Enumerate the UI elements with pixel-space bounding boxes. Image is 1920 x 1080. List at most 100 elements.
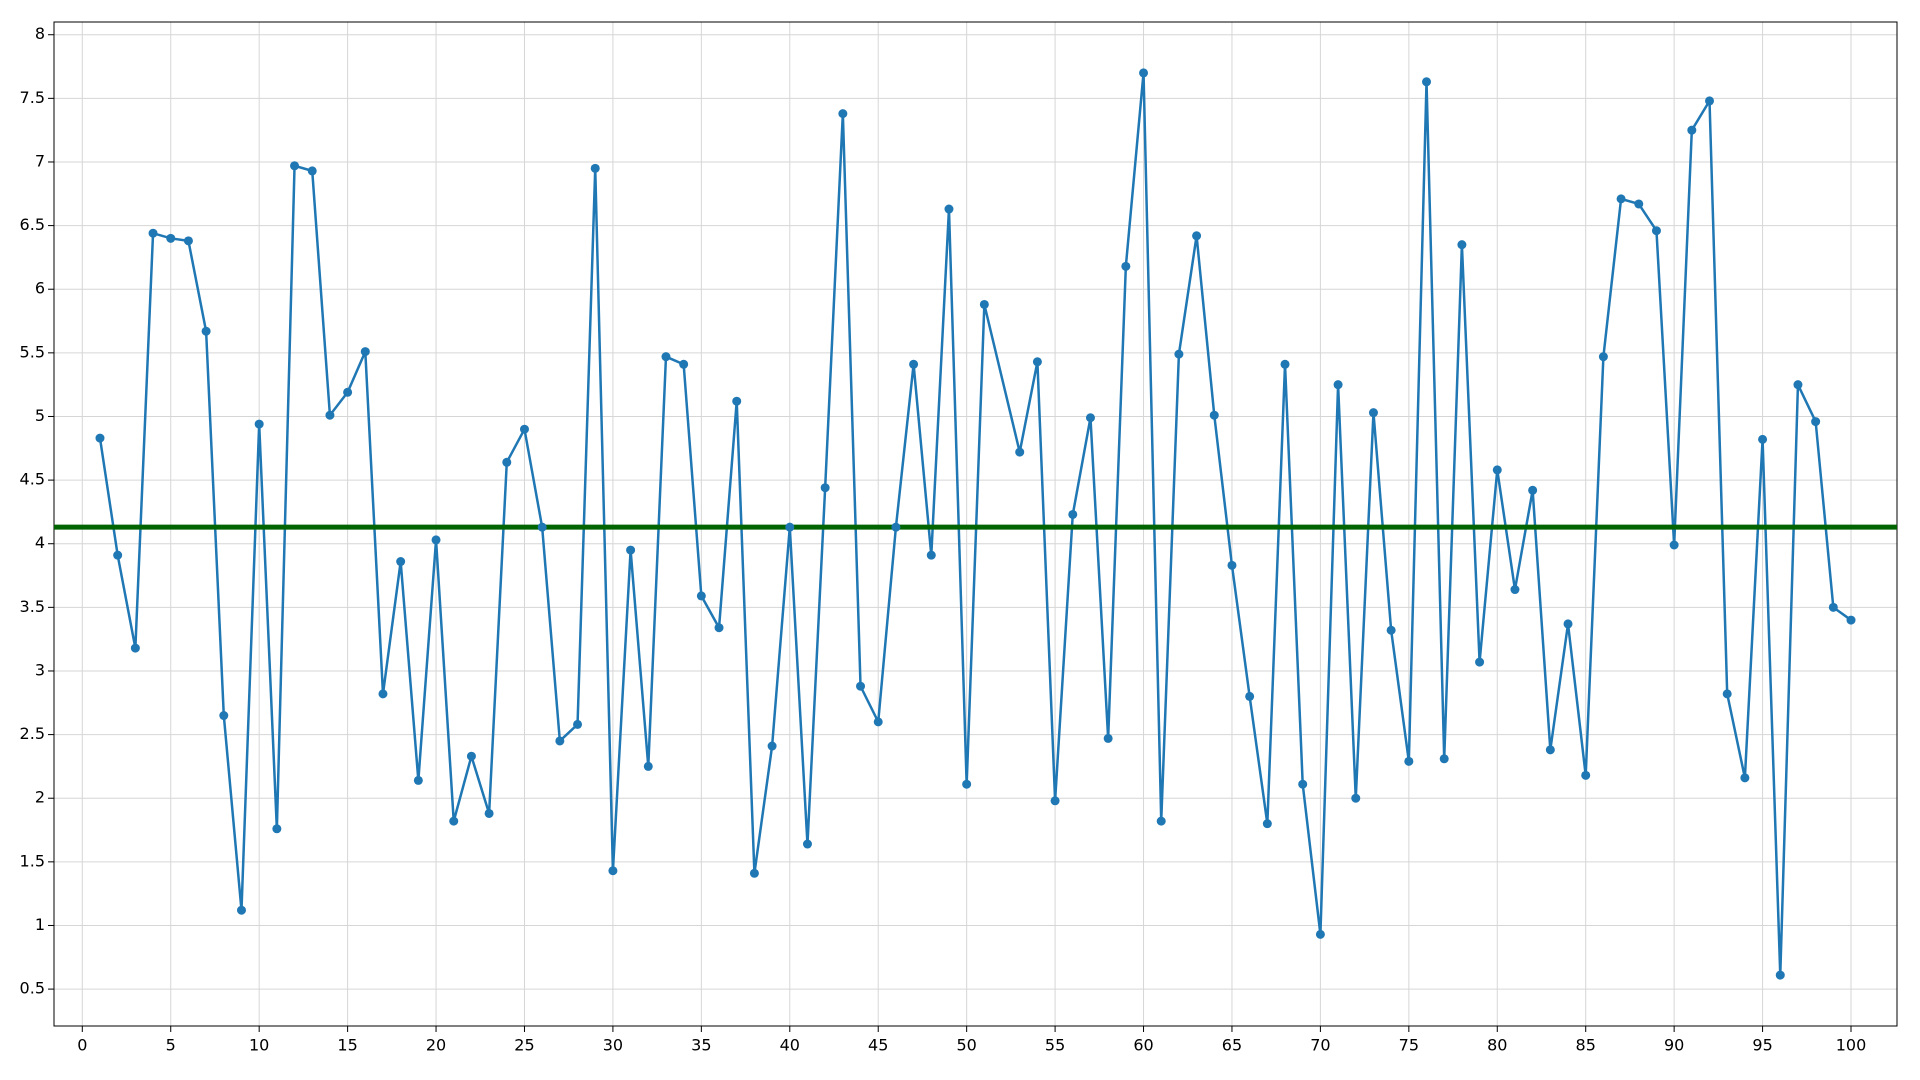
data-point [396,557,406,567]
data-point [1209,410,1219,420]
x-tick-label: 70 [1310,1036,1330,1055]
data-point [219,711,229,721]
data-point [166,233,176,243]
x-tick-label: 85 [1576,1036,1596,1055]
data-point [1298,779,1308,789]
data-point [519,424,529,434]
data-point [962,779,972,789]
data-point [1828,602,1838,612]
data-point [272,824,282,834]
data-point [590,163,600,173]
data-point [1386,625,1396,635]
data-point [802,839,812,849]
data-point [820,483,830,493]
y-tick-label: 1.5 [20,851,45,870]
data-point [696,591,706,601]
data-point [254,419,264,429]
x-tick-label: 100 [1836,1036,1867,1055]
y-tick-label: 3.5 [20,597,45,616]
data-point [714,623,724,633]
y-tick-label: 4 [35,533,45,552]
data-point [1758,434,1768,444]
data-point [1651,226,1661,236]
data-point [749,868,759,878]
data-point [626,545,636,555]
data-point [1669,540,1679,550]
data-point [1475,657,1485,667]
data-point [1333,380,1343,390]
data-point [236,905,246,915]
y-tick-label: 7 [35,151,45,170]
y-tick-label: 2 [35,788,45,807]
data-point [502,457,512,467]
data-point [891,522,901,532]
data-point [113,550,123,560]
data-point [1139,68,1149,78]
data-point [608,866,618,876]
data-point [1846,615,1856,625]
data-point [661,352,671,362]
x-tick-label: 60 [1133,1036,1153,1055]
data-point [307,166,317,176]
data-point [1192,231,1202,241]
data-point [926,550,936,560]
data-point [1492,465,1502,475]
data-point [1811,417,1821,427]
data-point [767,741,777,751]
data-point [1422,77,1432,87]
y-tick-label: 0.5 [20,979,45,998]
data-point [484,808,494,818]
x-tick-label: 55 [1045,1036,1065,1055]
x-tick-label: 30 [603,1036,623,1055]
data-point [466,751,476,761]
y-tick-label: 6 [35,279,45,298]
data-point [944,204,954,214]
plot-frame [53,21,1898,1027]
data-point [1315,929,1325,939]
data-point [343,387,353,397]
x-tick-label: 45 [868,1036,888,1055]
data-point [1510,585,1520,595]
data-point [1156,816,1166,826]
data-point [413,775,423,785]
data-point [1775,970,1785,980]
data-point [732,396,742,406]
y-tick-label: 2.5 [20,724,45,743]
data-point [1634,199,1644,209]
data-point [201,326,211,336]
data-point [290,161,300,171]
data-point [95,433,105,443]
data-point [1085,413,1095,423]
data-point [838,109,848,119]
data-point [1722,689,1732,699]
data-point [325,410,335,420]
data-point [449,816,459,826]
x-tick-label: 80 [1487,1036,1507,1055]
data-point [1280,359,1290,369]
data-point [1687,125,1697,135]
x-tick-label: 65 [1222,1036,1242,1055]
data-point [1245,691,1255,701]
data-point [873,717,883,727]
data-point [1793,380,1803,390]
data-point [148,228,158,238]
data-point [360,347,370,357]
data-point [378,689,388,699]
data-point [183,236,193,246]
data-point [537,522,547,532]
data-point [1581,770,1591,780]
data-point [1103,733,1113,743]
x-tick-label: 50 [956,1036,976,1055]
data-point [1740,773,1750,783]
data-point [1439,754,1449,764]
x-tick-label: 25 [514,1036,534,1055]
y-tick-label: 6.5 [20,215,45,234]
y-tick-label: 1 [35,915,45,934]
y-tick-label: 7.5 [20,88,45,107]
data-point [856,681,866,691]
x-tick-label: 40 [780,1036,800,1055]
data-point [1068,509,1078,519]
data-point [1015,447,1025,457]
x-tick-label: 95 [1752,1036,1772,1055]
